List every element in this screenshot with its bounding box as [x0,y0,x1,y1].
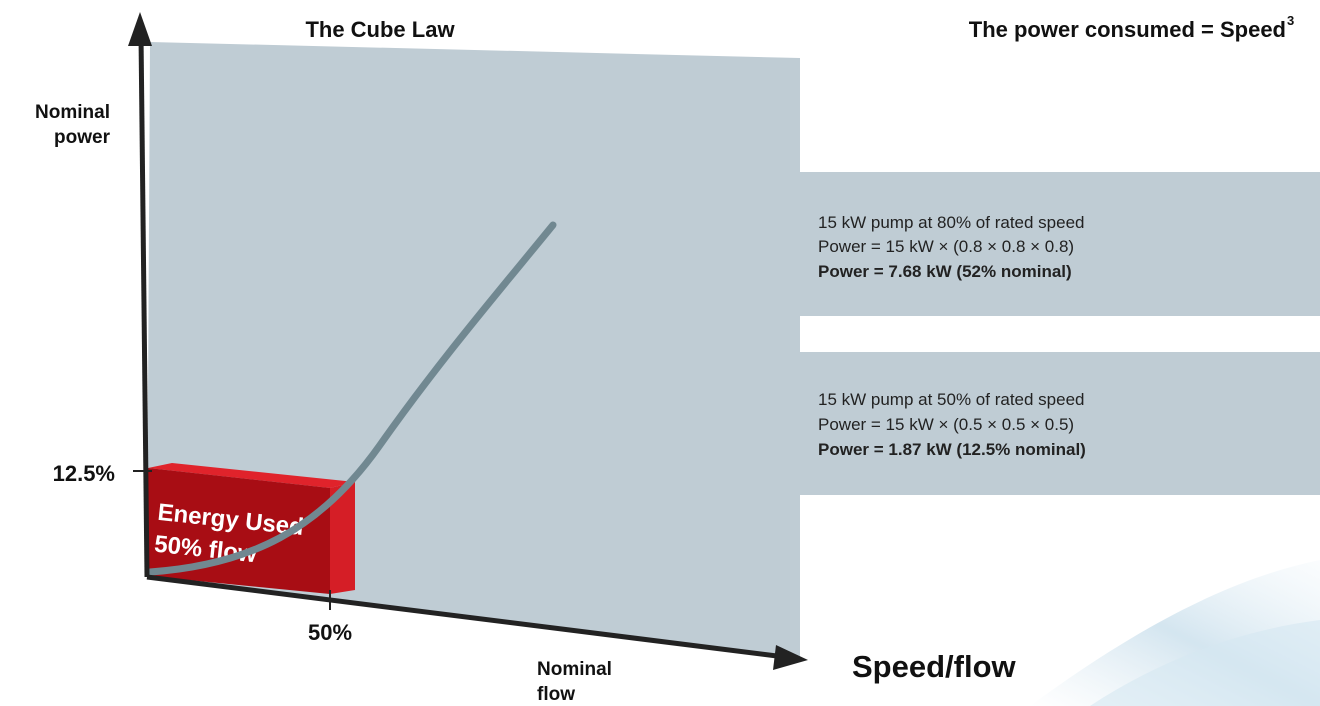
example-line: 15 kW pump at 50% of rated speed [818,390,1085,409]
y-axis-arrow [128,12,152,46]
example-result: Power = 7.68 kW (52% nominal) [818,262,1072,281]
title: The Cube Law [305,17,455,42]
formula: The power consumed = Speed [969,17,1286,42]
example-result: Power = 1.87 kW (12.5% nominal) [818,440,1086,459]
x-tick-label: 50% [308,620,352,645]
y-tick-label: 12.5% [53,461,115,486]
example-line: Power = 15 kW × (0.8 × 0.8 × 0.8) [818,237,1074,256]
x-axis-label: flow [537,684,575,705]
y-axis-label: power [54,127,111,148]
formula-exponent: 3 [1287,13,1294,28]
x-axis-caption: Speed/flow [852,649,1017,684]
page: The Cube Law The power consumed = Speed … [0,0,1320,706]
y-axis-label: Nominal [35,102,110,123]
y-axis [141,35,147,577]
example-line: Power = 15 kW × (0.5 × 0.5 × 0.5) [818,415,1074,434]
example-line: 15 kW pump at 80% of rated speed [818,213,1085,232]
x-axis-label: Nominal [537,659,612,680]
diagram: The Cube Law The power consumed = Speed … [0,0,1320,706]
